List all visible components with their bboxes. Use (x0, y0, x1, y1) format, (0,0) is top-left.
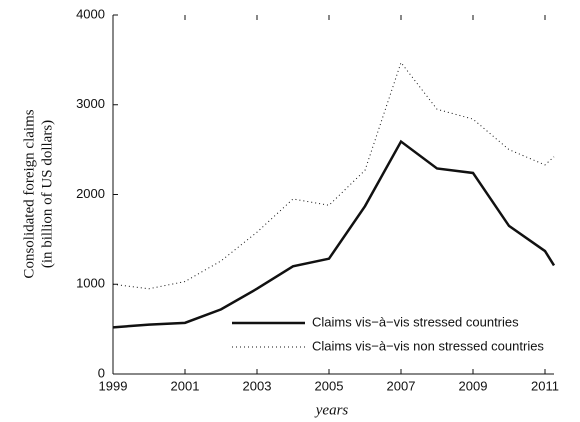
legend-label: Claims vis−à−vis stressed countries (312, 314, 519, 329)
line-series (112, 139, 556, 329)
x-tick-label: 2009 (459, 378, 488, 393)
y-tick-label: 2000 (76, 186, 105, 201)
x-tick-label: 2005 (315, 378, 344, 393)
y-axis-label: (in billion of US dollars) (39, 120, 55, 268)
x-tick-label: 2007 (387, 378, 416, 393)
x-axis-label: years (314, 402, 349, 418)
y-tick-label: 3000 (76, 96, 105, 111)
line-series (112, 61, 555, 290)
y-tick-label: 0 (98, 365, 105, 380)
x-tick-label: 2003 (243, 378, 272, 393)
x-tick-label: 2011 (531, 378, 559, 393)
x-tick-label: 1999 (99, 378, 128, 393)
y-tick-label: 1000 (76, 276, 105, 291)
y-axis-label: Consolidated foreign claims (21, 109, 37, 278)
x-tick-label: 2001 (171, 378, 200, 393)
y-tick-label: 4000 (76, 6, 105, 21)
legend-label: Claims vis−à−vis non stressed countries (312, 338, 544, 353)
